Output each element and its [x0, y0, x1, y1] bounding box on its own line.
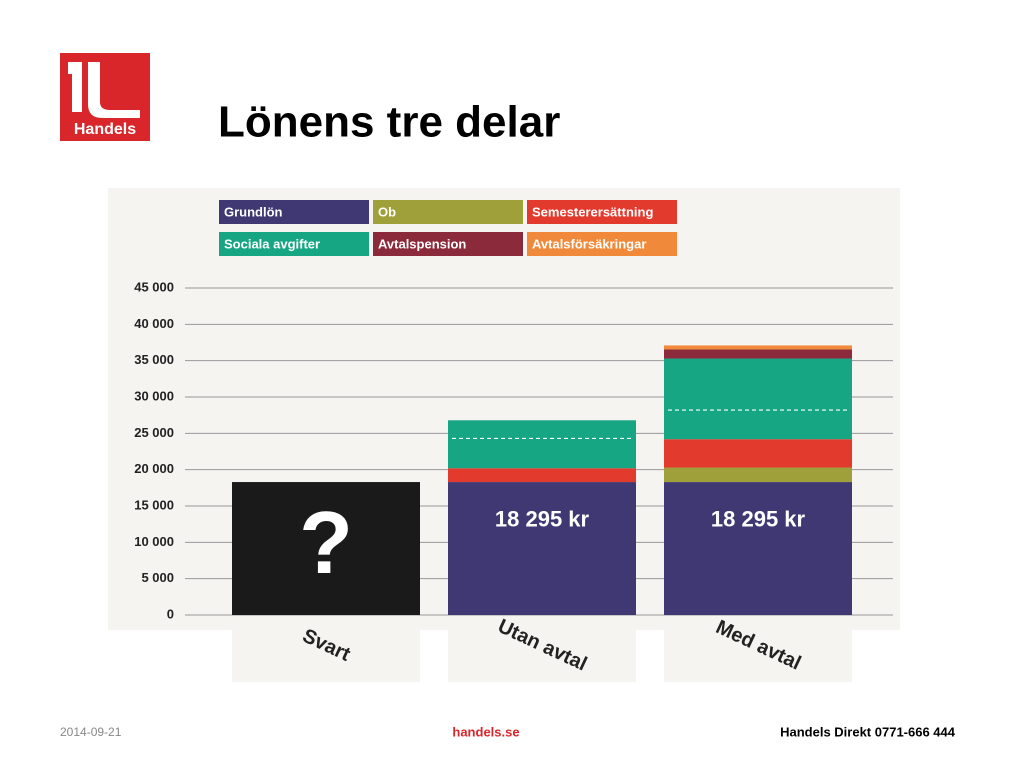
y-tick-label: 40 000 — [134, 316, 174, 331]
legend-label: Ob — [378, 204, 396, 219]
legend-label: Avtalspension — [378, 236, 466, 251]
footer-date: 2014-09-21 — [60, 725, 122, 739]
slide-title: Lönens tre delar — [218, 98, 560, 147]
category-box — [664, 618, 852, 682]
bar-value-label: 18 295 kr — [711, 506, 806, 531]
bar-segment — [664, 467, 852, 483]
logo-text: Handels — [74, 121, 136, 138]
bar-segment — [448, 468, 636, 483]
legend-label: Grundlön — [224, 204, 283, 219]
legend-swatch — [527, 200, 677, 224]
legend-label: Semesterersättning — [532, 204, 653, 219]
bar-value-label: 18 295 kr — [495, 506, 590, 531]
y-tick-label: 15 000 — [134, 497, 174, 512]
footer-site: handels.se — [452, 724, 519, 739]
bar-segment — [664, 349, 852, 359]
legend-label: Sociala avgifter — [224, 236, 320, 251]
legend-swatch — [219, 200, 369, 224]
y-tick-label: 0 — [167, 606, 174, 621]
y-tick-label: 25 000 — [134, 425, 174, 440]
legend-swatch — [373, 200, 523, 224]
bar-segment — [664, 439, 852, 468]
bar-segment — [664, 482, 852, 615]
bar-segment — [664, 358, 852, 440]
y-tick-label: 35 000 — [134, 352, 174, 367]
y-tick-label: 5 000 — [141, 570, 174, 585]
category-box — [232, 618, 420, 682]
bar-segment — [664, 345, 852, 350]
legend-swatch — [373, 232, 523, 256]
legend-swatch — [527, 232, 677, 256]
y-tick-label: 10 000 — [134, 534, 174, 549]
category-box — [448, 618, 636, 682]
bar-segment — [448, 482, 636, 615]
y-tick-label: 45 000 — [134, 279, 174, 294]
y-tick-label: 20 000 — [134, 461, 174, 476]
footer-contact: Handels Direkt 0771-666 444 — [780, 724, 956, 739]
annotation: ? — [299, 493, 353, 592]
legend-label: Avtalsförsäkringar — [532, 236, 646, 251]
bar-segment — [448, 420, 636, 469]
legend-swatch — [219, 232, 369, 256]
y-tick-label: 30 000 — [134, 388, 174, 403]
bar-segment — [232, 482, 420, 615]
logo-mark — [68, 62, 140, 118]
